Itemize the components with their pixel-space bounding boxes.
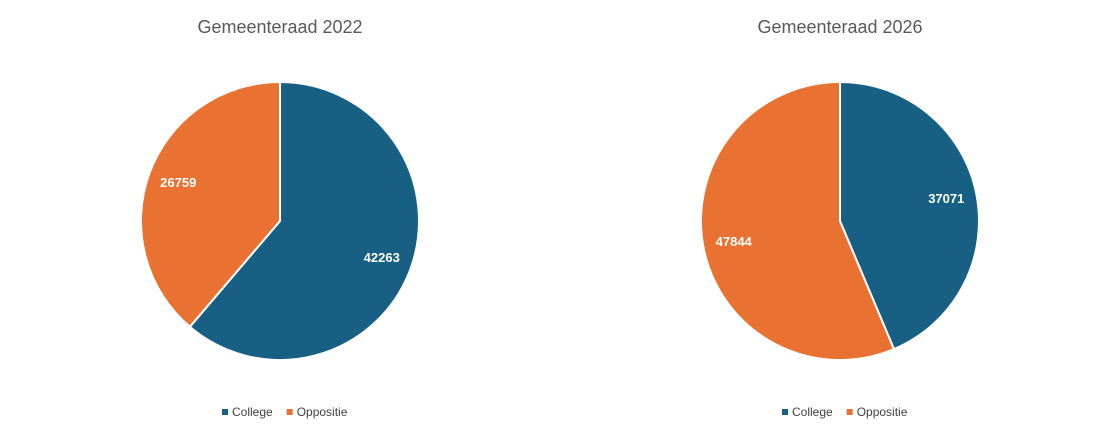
data-label: 42263 [364, 250, 400, 265]
pie-slice [140, 80, 281, 329]
data-label: 26759 [160, 175, 196, 190]
legend-label: Oppositie [297, 405, 348, 419]
chart-title: Gemeenteraad 2026 [757, 17, 922, 37]
pie-slice [700, 80, 896, 361]
chart-title: Gemeenteraad 2022 [197, 17, 362, 37]
legend-swatch [222, 409, 228, 415]
pie-slice [188, 80, 420, 361]
data-label: 37071 [928, 191, 964, 206]
legend-label: College [232, 405, 273, 419]
legend-label: Oppositie [857, 405, 908, 419]
legend-swatch [782, 409, 788, 415]
legend-label: College [792, 405, 833, 419]
pie-slice [839, 80, 980, 351]
legend-swatch [286, 409, 293, 415]
data-label: 47844 [716, 234, 753, 249]
legend-swatch [846, 409, 853, 415]
